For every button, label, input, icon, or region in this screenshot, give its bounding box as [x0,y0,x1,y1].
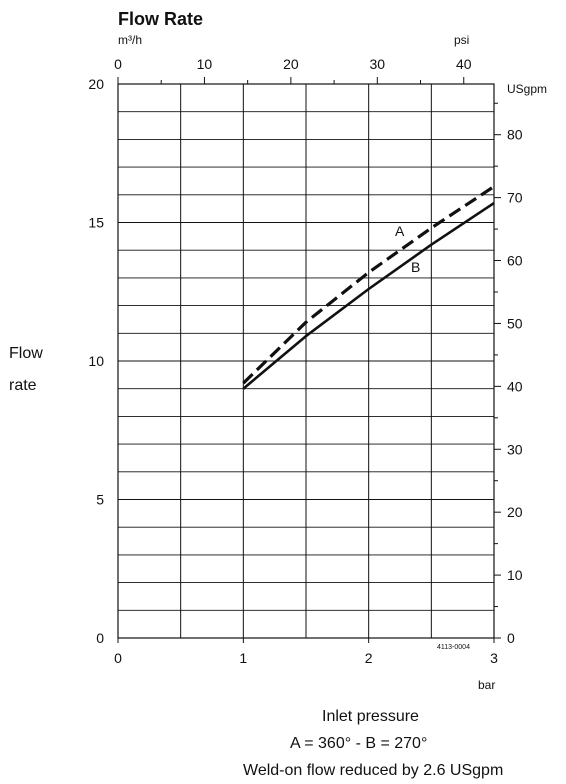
bottom-tick-label: 3 [490,650,498,666]
right-tick-label: 80 [507,127,523,143]
left-tick-label: 15 [88,215,104,231]
left-tick-label: 0 [96,630,104,646]
right-unit-label: USgpm [507,82,547,96]
left-tick-label: 20 [88,76,104,92]
bottom-tick-label: 0 [114,650,122,666]
series-line-a [242,185,495,385]
right-tick-label: 10 [507,567,523,583]
top-tick-label: 10 [197,56,213,72]
y-axis-label-line-1: Flow [9,345,43,362]
bottom-tick-label: 1 [239,650,247,666]
right-tick-label: 30 [507,441,523,457]
bottom-tick-label: 2 [365,650,373,666]
right-tick-label: 40 [507,378,523,394]
series-b-label: B [411,259,420,275]
left-unit-label: m³/h [118,33,142,47]
y-axis-label-line-2: rate [9,377,37,394]
right-tick-label: 70 [507,190,523,206]
series-lines [242,185,495,390]
right-tick-label: 20 [507,504,523,520]
x-axis-label: Inlet pressure [322,708,419,725]
top-tick-label: 40 [456,56,472,72]
series-a-label: A [395,223,405,239]
right-tick-label: 60 [507,253,523,269]
left-tick-label: 10 [88,353,104,369]
top-tick-label: 30 [370,56,386,72]
top-tick-label: 0 [114,56,122,72]
grid [117,83,495,639]
caption-weld-on: Weld-on flow reduced by 2.6 USgpm [243,762,503,779]
top-tick-label: 20 [283,56,299,72]
chart-title: Flow Rate [118,9,203,29]
bottom-unit-label: bar [478,678,495,692]
series-line-b [242,202,495,390]
right-tick-label: 50 [507,315,523,331]
figure-code: 4113-0004 [437,644,470,651]
caption-angles: A = 360° - B = 270° [290,735,427,752]
left-tick-label: 5 [96,492,104,508]
right-tick-label: 0 [507,630,515,646]
plot-frame [117,83,495,639]
top-unit-label: psi [454,33,469,47]
